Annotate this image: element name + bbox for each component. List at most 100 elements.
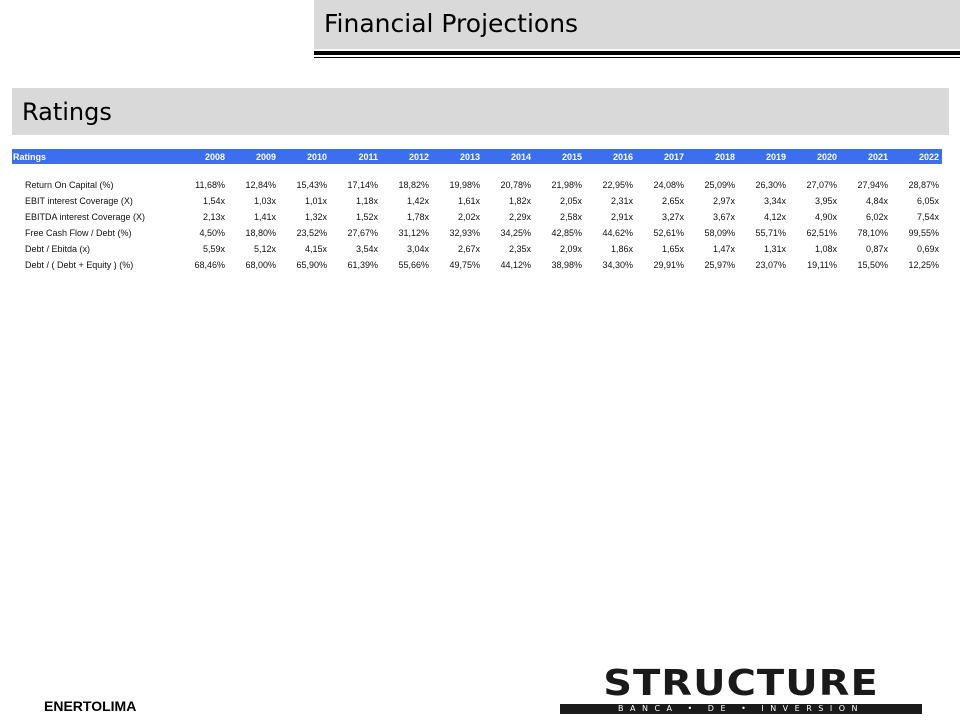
table-cell: 42,85%	[551, 228, 582, 238]
table-cell: 15,43%	[296, 180, 327, 190]
table-row: EBITDA interest Coverage (X) 2,13x 1,41x 1,…	[12, 209, 942, 225]
header-rule-thick	[314, 51, 960, 55]
table-header-row: Ratings 2008 2009 2010 2011 2012 2013 20…	[12, 149, 942, 164]
table-cell: 23,07%	[755, 260, 786, 270]
table-cell: 12,25%	[908, 260, 939, 270]
table-cell: 27,67%	[347, 228, 378, 238]
table-cell: 2,13x	[202, 212, 225, 222]
table-cell: 1,41x	[253, 212, 276, 222]
row-label: Debt / Ebitda (x)	[25, 244, 91, 254]
column-header: 2014	[483, 149, 534, 164]
table-cell: 1,82x	[508, 196, 531, 206]
table-cell: 2,29x	[508, 212, 531, 222]
table-cell: 27,94%	[857, 180, 888, 190]
table-cell: 17,14%	[347, 180, 378, 190]
table-cell: 3,34x	[763, 196, 786, 206]
column-header: 2020	[789, 149, 840, 164]
table-cell: 1,61x	[457, 196, 480, 206]
table-cell: 5,59x	[202, 244, 225, 254]
column-header: 2008	[177, 149, 228, 164]
column-header: 2019	[738, 149, 789, 164]
table-cell: 4,15x	[304, 244, 327, 254]
table-cell: 49,75%	[449, 260, 480, 270]
column-header: 2010	[279, 149, 330, 164]
table-row: Debt / ( Debt + Equity ) (%) 68,46% 68,00%…	[12, 257, 942, 273]
company-name: ENERTOLIMA	[44, 698, 137, 714]
table-cell: 1,78x	[406, 212, 429, 222]
table-cell: 1,32x	[304, 212, 327, 222]
table-cell: 29,91%	[653, 260, 684, 270]
table-cell: 27,07%	[806, 180, 837, 190]
table-cell: 2,58x	[559, 212, 582, 222]
table-cell: 23,52%	[296, 228, 327, 238]
table-cell: 25,97%	[704, 260, 735, 270]
column-header: 2012	[381, 149, 432, 164]
table-cell: 3,04x	[406, 244, 429, 254]
table-cell: 99,55%	[908, 228, 939, 238]
table-cell: 1,18x	[355, 196, 378, 206]
table-cell: 68,46%	[194, 260, 225, 270]
table-cell: 55,71%	[755, 228, 786, 238]
table-cell: 26,30%	[755, 180, 786, 190]
ratings-table: Ratings 2008 2009 2010 2011 2012 2013 20…	[12, 149, 942, 273]
table-cell: 19,11%	[807, 260, 837, 270]
table-cell: 2,31x	[610, 196, 633, 206]
column-header: 2013	[432, 149, 483, 164]
table-row: EBIT interest Coverage (X) 1,54x 1,03x 1,01…	[12, 193, 942, 209]
table-cell: 20,78%	[500, 180, 531, 190]
table-cell: 34,25%	[500, 228, 531, 238]
table-cell: 1,47x	[712, 244, 735, 254]
table-cell: 7,54x	[916, 212, 939, 222]
table-cell: 61,39%	[347, 260, 378, 270]
table-cell: 0,87x	[865, 244, 888, 254]
row-label: Return On Capital (%)	[25, 180, 114, 190]
table-cell: 18,80%	[245, 228, 276, 238]
row-label: Debt / ( Debt + Equity ) (%)	[25, 260, 134, 270]
table-cell: 2,67x	[457, 244, 480, 254]
table-cell: 22,95%	[602, 180, 633, 190]
row-label: EBIT interest Coverage (X)	[25, 196, 133, 206]
table-row: Debt / Ebitda (x) 5,59x 5,12x 4,15x 3,54x 3,0…	[12, 241, 942, 257]
header-rule-thin	[314, 57, 960, 58]
table-cell: 12,84%	[245, 180, 276, 190]
table-cell: 1,86x	[610, 244, 633, 254]
table-cell: 4,12x	[763, 212, 786, 222]
table-row: Return On Capital (%) 11,68% 12,84% 15,43% 1…	[12, 177, 942, 193]
table-cell: 15,50%	[857, 260, 888, 270]
section-bar: Ratings	[12, 88, 949, 135]
page-title: Financial Projections	[324, 9, 579, 38]
table-cell: 3,54x	[355, 244, 378, 254]
table-cell: 2,09x	[559, 244, 582, 254]
table-cell: 68,00%	[245, 260, 276, 270]
table-cell: 31,12%	[398, 228, 429, 238]
table-cell: 11,68%	[195, 180, 225, 190]
table-cell: 6,02x	[865, 212, 888, 222]
column-header: 2011	[330, 149, 381, 164]
table-cell: 38,98%	[551, 260, 582, 270]
table-cell: 1,31x	[763, 244, 786, 254]
table-cell: 3,67x	[712, 212, 735, 222]
table-cell: 21,98%	[551, 180, 582, 190]
table-cell: 1,52x	[355, 212, 378, 222]
row-label: EBITDA interest Coverage (X)	[25, 212, 146, 222]
structure-logo: STRUCTURE BANCA • DE • INVERSION	[560, 665, 922, 716]
row-label: Free Cash Flow / Debt (%)	[25, 228, 132, 238]
table-cell: 55,66%	[398, 260, 429, 270]
column-header: 2021	[840, 149, 891, 164]
table-cell: 6,05x	[916, 196, 939, 206]
table-cell: 58,09%	[704, 228, 735, 238]
table-cell: 0,69x	[916, 244, 939, 254]
table-cell: 65,90%	[296, 260, 327, 270]
column-header: 2016	[585, 149, 636, 164]
table-row: Free Cash Flow / Debt (%) 4,50% 18,80% 23,5…	[12, 225, 942, 241]
header-bar: Financial Projections	[314, 0, 960, 49]
column-header: 2015	[534, 149, 585, 164]
table-cell: 18,82%	[398, 180, 429, 190]
table-cell: 1,08x	[814, 244, 837, 254]
table-cell: 32,93%	[449, 228, 480, 238]
table-cell: 5,12x	[253, 244, 276, 254]
logo-tagline: BANCA • DE • INVERSION	[560, 704, 922, 714]
table-cell: 2,02x	[457, 212, 480, 222]
table-cell: 2,35x	[508, 244, 531, 254]
table-cell: 1,65x	[661, 244, 684, 254]
